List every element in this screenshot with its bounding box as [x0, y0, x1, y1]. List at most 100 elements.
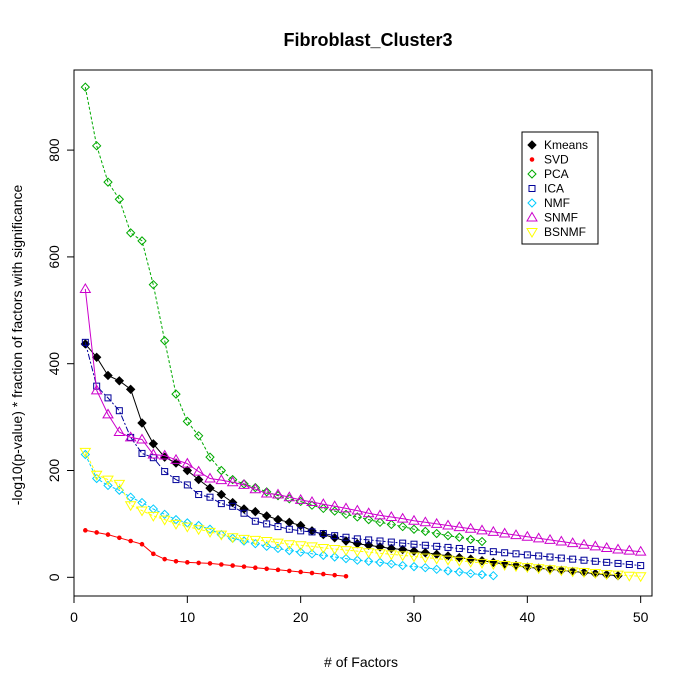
data-point-kmeans — [250, 506, 261, 517]
data-point-ica — [263, 520, 271, 528]
data-point-snmf — [430, 517, 443, 528]
series-pca — [80, 82, 487, 547]
data-point-svd — [139, 541, 145, 547]
data-point-bsnmf — [362, 548, 375, 559]
data-point-nmf — [465, 568, 476, 579]
data-point-snmf — [578, 538, 590, 549]
data-point-svd — [105, 532, 111, 537]
data-point-kmeans — [284, 517, 295, 528]
data-point-ica — [625, 560, 633, 568]
data-point-pca — [454, 532, 465, 542]
data-point-pca — [227, 474, 238, 485]
data-point-ica — [603, 558, 611, 566]
data-point-nmf — [148, 504, 159, 514]
data-point-pca — [103, 177, 113, 187]
data-point-bsnmf — [192, 525, 205, 536]
data-point-svd — [241, 564, 247, 569]
data-point-bsnmf — [306, 542, 318, 553]
data-point-kmeans — [431, 549, 442, 560]
data-point-ica — [206, 493, 214, 501]
data-point-nmf — [488, 571, 499, 581]
data-point-bsnmf — [170, 519, 182, 530]
data-point-ica — [614, 559, 622, 567]
data-point-nmf — [352, 555, 363, 565]
data-point-snmf — [317, 498, 330, 509]
data-point-kmeans — [205, 483, 215, 493]
data-point-pca — [386, 519, 397, 530]
data-point-svd — [264, 566, 269, 572]
data-point-snmf — [294, 493, 307, 504]
data-point-nmf — [477, 569, 487, 580]
data-point-svd — [207, 561, 213, 566]
data-point-ica — [251, 517, 259, 525]
data-point-bsnmf — [453, 556, 466, 567]
data-point-bsnmf — [215, 530, 228, 541]
legend-marker-svd — [529, 157, 535, 162]
series-line-bsnmf — [84, 451, 641, 577]
data-point-ica — [387, 538, 395, 546]
y-tick-label: 400 — [46, 352, 62, 376]
data-point-nmf — [182, 518, 193, 528]
data-point-snmf — [544, 533, 556, 544]
data-point-nmf — [454, 567, 465, 577]
data-point-ica — [489, 548, 497, 556]
data-point-nmf — [261, 541, 272, 552]
data-point-nmf — [171, 514, 181, 525]
data-point-svd — [321, 571, 326, 577]
data-point-bsnmf — [555, 566, 568, 577]
data-point-ica — [580, 556, 588, 564]
x-tick-label: 0 — [70, 609, 78, 625]
data-point-kmeans — [91, 352, 102, 363]
data-point-bsnmf — [158, 515, 171, 526]
data-point-snmf — [192, 465, 205, 476]
data-point-pca — [91, 141, 102, 151]
data-point-snmf — [124, 431, 137, 442]
data-point-svd — [117, 535, 122, 541]
data-point-snmf — [532, 532, 545, 543]
series-ica — [81, 338, 645, 570]
data-point-pca — [159, 336, 170, 346]
data-point-snmf — [260, 487, 273, 498]
data-point-bsnmf — [385, 550, 398, 561]
data-point-snmf — [634, 545, 647, 556]
data-point-pca — [250, 482, 261, 493]
data-point-snmf — [113, 426, 126, 437]
legend-label-svd: SVD — [544, 153, 569, 167]
data-point-kmeans — [465, 554, 476, 564]
data-point-ica — [81, 338, 89, 346]
data-point-bsnmf — [623, 571, 636, 582]
data-point-svd — [230, 563, 235, 568]
data-point-pca — [193, 431, 204, 441]
data-point-pca — [318, 503, 329, 514]
data-point-ica — [444, 543, 452, 551]
legend-marker-bsnmf — [526, 228, 538, 238]
data-point-bsnmf — [294, 541, 307, 552]
data-point-kmeans — [420, 548, 431, 558]
data-point-bsnmf — [510, 562, 522, 573]
data-point-ica — [410, 540, 418, 548]
data-point-kmeans — [103, 370, 113, 381]
data-point-pca — [114, 194, 125, 204]
data-point-bsnmf — [374, 549, 386, 560]
data-point-ica — [523, 551, 531, 559]
data-point-bsnmf — [408, 552, 420, 563]
data-point-nmf — [431, 564, 442, 575]
data-point-nmf — [397, 560, 408, 571]
data-point-ica — [331, 532, 339, 540]
data-point-snmf — [396, 512, 409, 523]
x-tick-label: 20 — [293, 609, 309, 625]
data-point-nmf — [409, 561, 419, 572]
data-point-snmf — [566, 537, 579, 548]
data-point-kmeans — [261, 511, 272, 521]
data-point-pca — [182, 416, 193, 427]
series-bsnmf — [79, 447, 647, 583]
data-point-bsnmf — [181, 522, 194, 533]
data-point-nmf — [125, 492, 136, 502]
data-point-snmf — [147, 448, 160, 459]
data-point-bsnmf — [487, 559, 500, 570]
data-point-ica — [591, 557, 599, 565]
data-point-svd — [309, 570, 315, 576]
data-point-bsnmf — [498, 561, 511, 572]
data-point-nmf — [273, 543, 283, 554]
data-point-ica — [308, 528, 316, 536]
